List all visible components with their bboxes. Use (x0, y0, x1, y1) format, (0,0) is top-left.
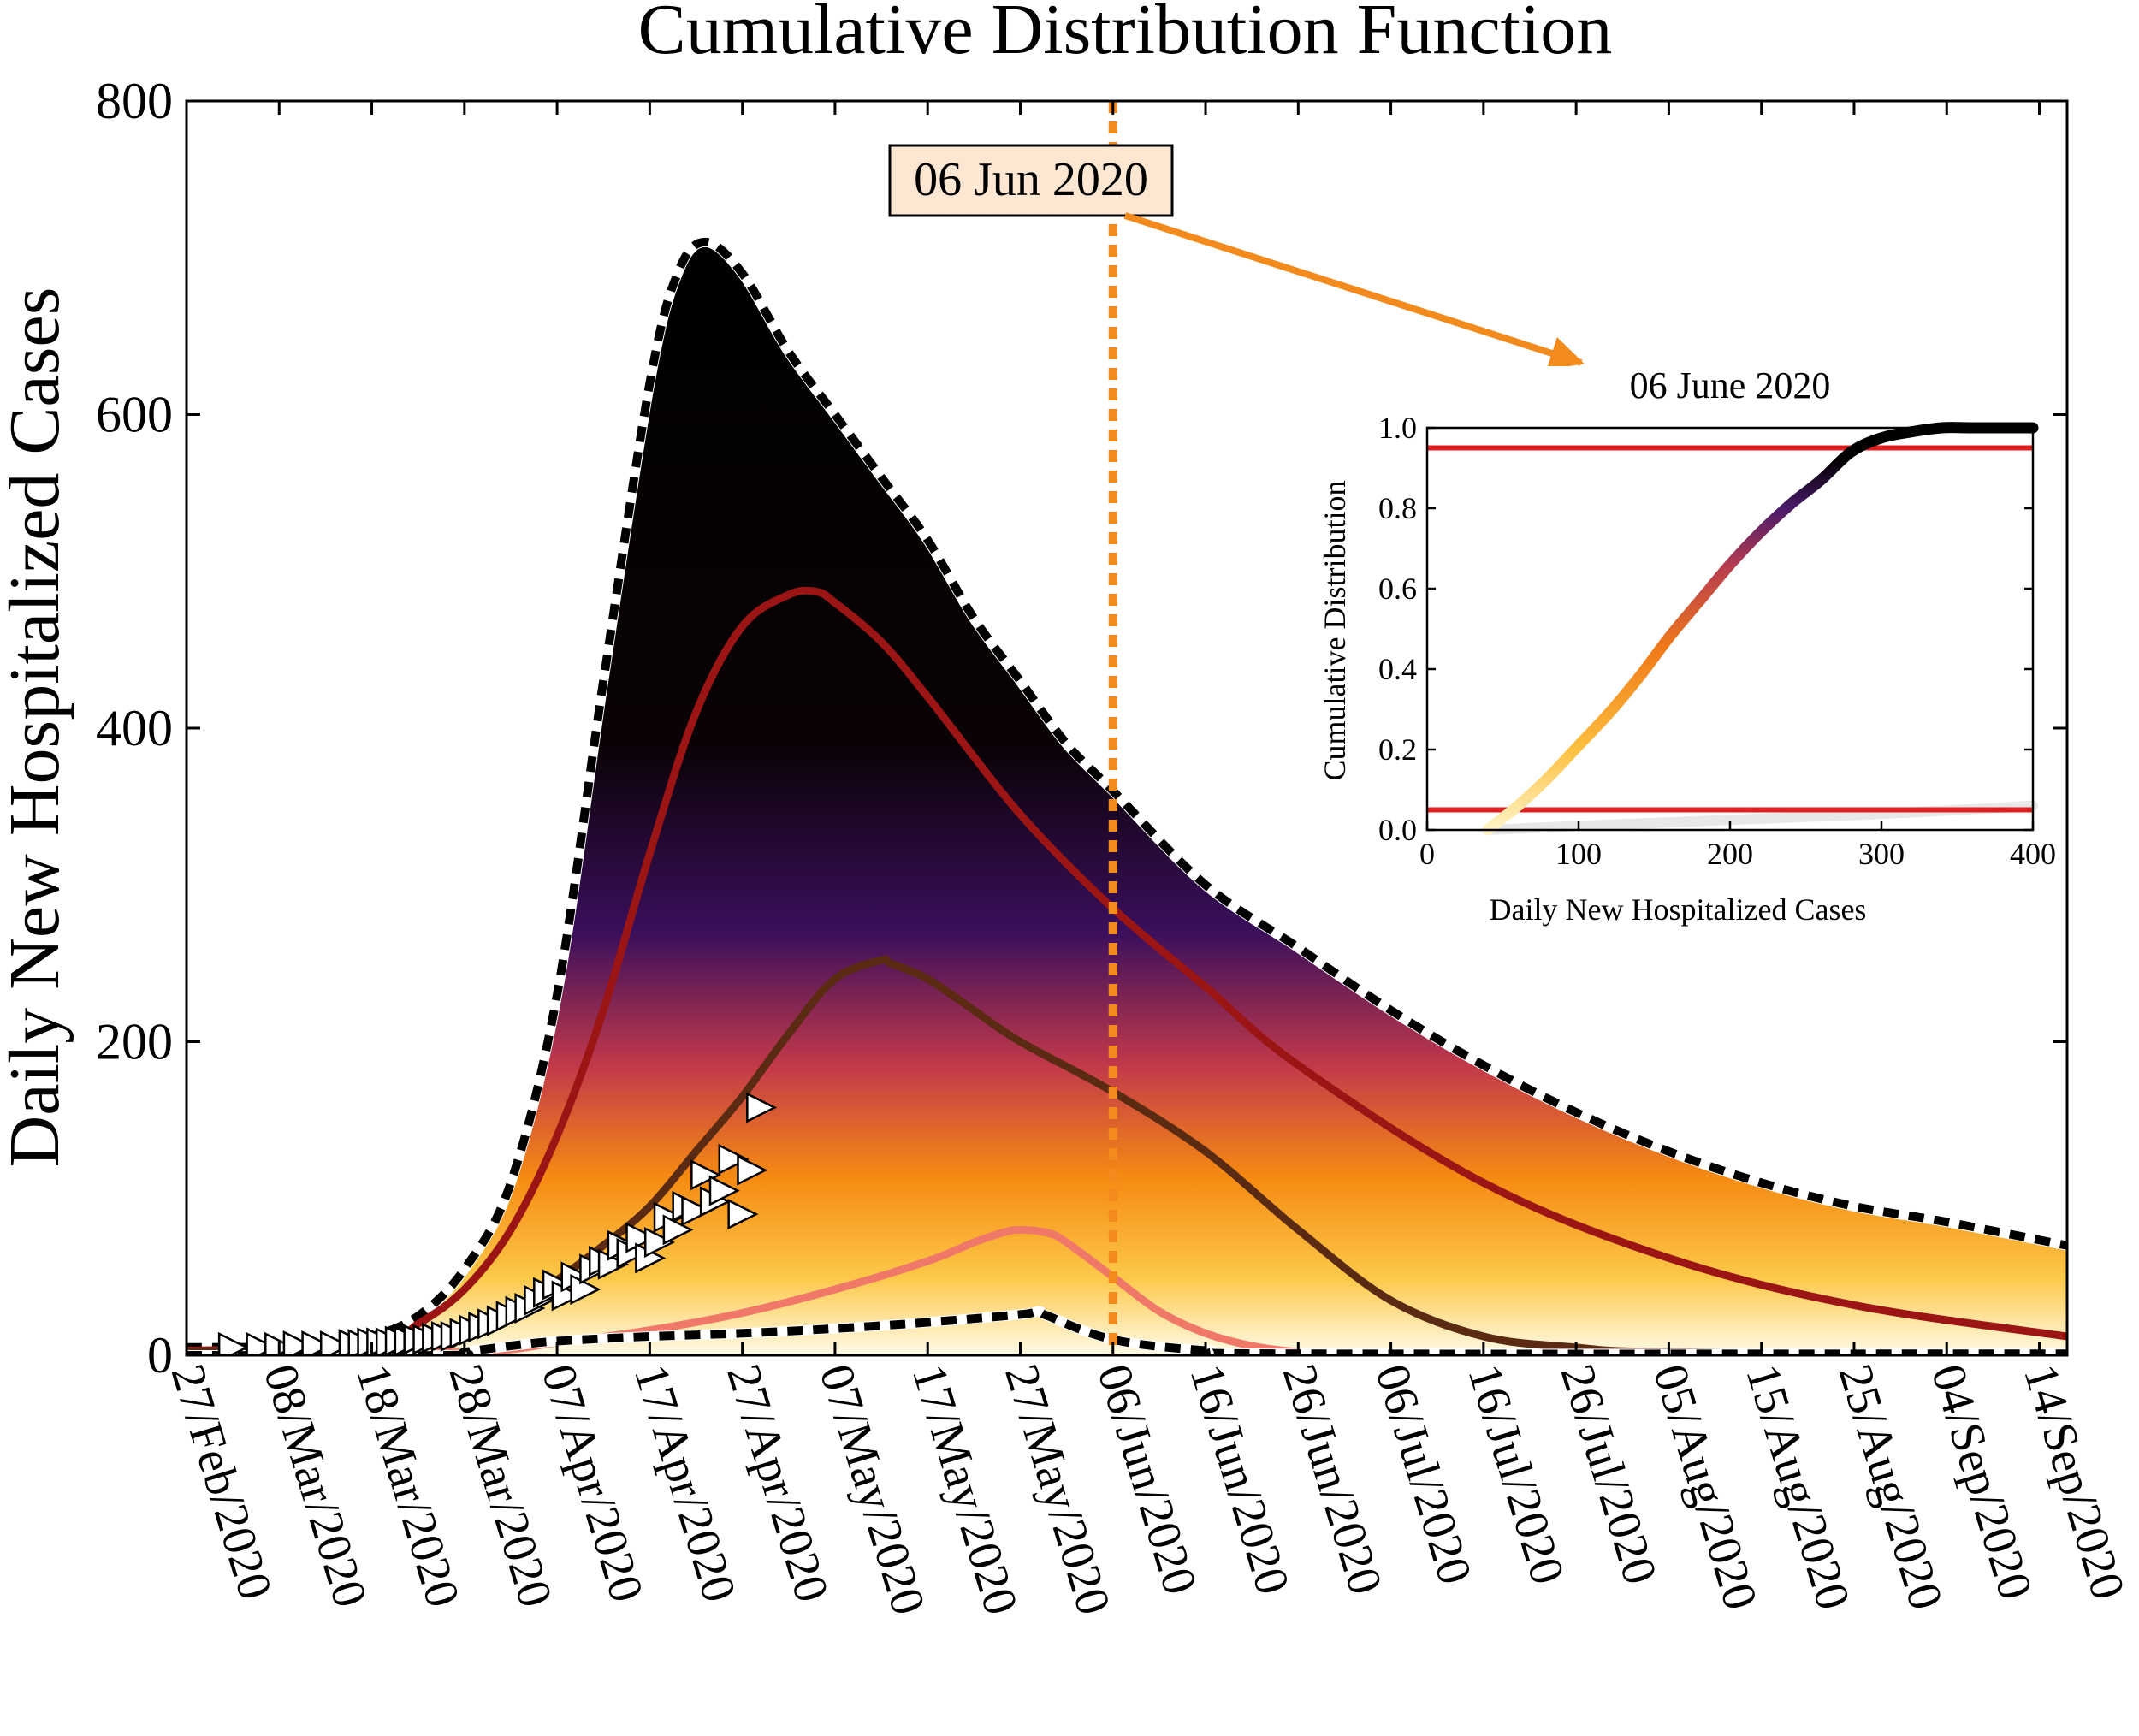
inset-y-axis-label: Cumulative Distribution (1318, 481, 1352, 781)
inset-y-tick-label: 0.2 (1378, 732, 1417, 767)
inset-y-tick-label: 0.0 (1378, 813, 1417, 847)
y-tick-label: 800 (96, 73, 173, 129)
observation-marker (625, 1222, 657, 1253)
observation-marker (727, 1199, 759, 1230)
y-tick-label: 600 (96, 387, 173, 443)
observation-marker (690, 1159, 722, 1191)
uncertainty-band (187, 241, 2067, 1355)
observation-marker (746, 1092, 778, 1123)
inset-background (1318, 366, 2053, 948)
callout-arrow (1123, 212, 1585, 370)
observation-marker (662, 1214, 694, 1246)
date-marker-label: 06 Jun 2020 (914, 153, 1148, 206)
observation-marker (570, 1274, 601, 1306)
observation-marker (282, 1330, 314, 1355)
y-tick-label: 400 (96, 700, 173, 756)
series-line-4 (187, 1306, 2067, 1355)
observation-marker (319, 1330, 352, 1355)
observation-marker (217, 1331, 249, 1355)
inset-chart: 06 June 2020 Cumulative Distribution Dai… (1318, 364, 2056, 948)
inset-y-tick-label: 0.8 (1378, 491, 1417, 525)
inset-x-tick-label: 300 (1858, 837, 1905, 871)
inset-y-tick-label: 1.0 (1378, 411, 1417, 445)
y-tick-label: 0 (147, 1327, 173, 1383)
series-line-1 (187, 586, 2067, 1354)
observation-marker (708, 1175, 740, 1206)
y-axis-label: Daily New Hospitalized Cases (0, 287, 74, 1168)
observation-marker (301, 1330, 333, 1355)
series-line-0 (187, 237, 2067, 1352)
inset-x-tick-label: 0 (1419, 837, 1435, 871)
inset-y-tick-label: 0.4 (1378, 652, 1417, 686)
inset-x-tick-label: 200 (1707, 837, 1753, 871)
observation-marker (681, 1195, 713, 1227)
inset-cdf-curve (1482, 422, 2039, 836)
date-marker-label-box (888, 144, 1174, 217)
chart-title: Cumulative Distribution Function (638, 0, 1613, 69)
inset-y-tick-label: 0.6 (1378, 572, 1417, 606)
observation-marker (643, 1227, 676, 1259)
observation-markers (217, 1092, 778, 1355)
date-marker-callout: 06 Jun 2020 (888, 144, 1585, 370)
observation-marker (737, 1154, 768, 1186)
y-tick-label: 200 (96, 1014, 173, 1070)
inset-x-tick-label: 100 (1555, 837, 1602, 871)
inset-x-tick-label: 400 (2010, 837, 2056, 871)
inset-x-axis-label: Daily New Hospitalized Cases (1490, 892, 1867, 927)
y-axis-ticks: 0 200 400 600 800 (96, 73, 2067, 1383)
inset-plot-area (1427, 422, 2039, 836)
inset-title: 06 June 2020 (1630, 364, 1831, 406)
observation-marker (718, 1143, 750, 1175)
inset-axis-ticks: 0 100 200 300 400 0.0 0.2 0.4 0.6 0.8 1.0 (1378, 411, 2056, 871)
